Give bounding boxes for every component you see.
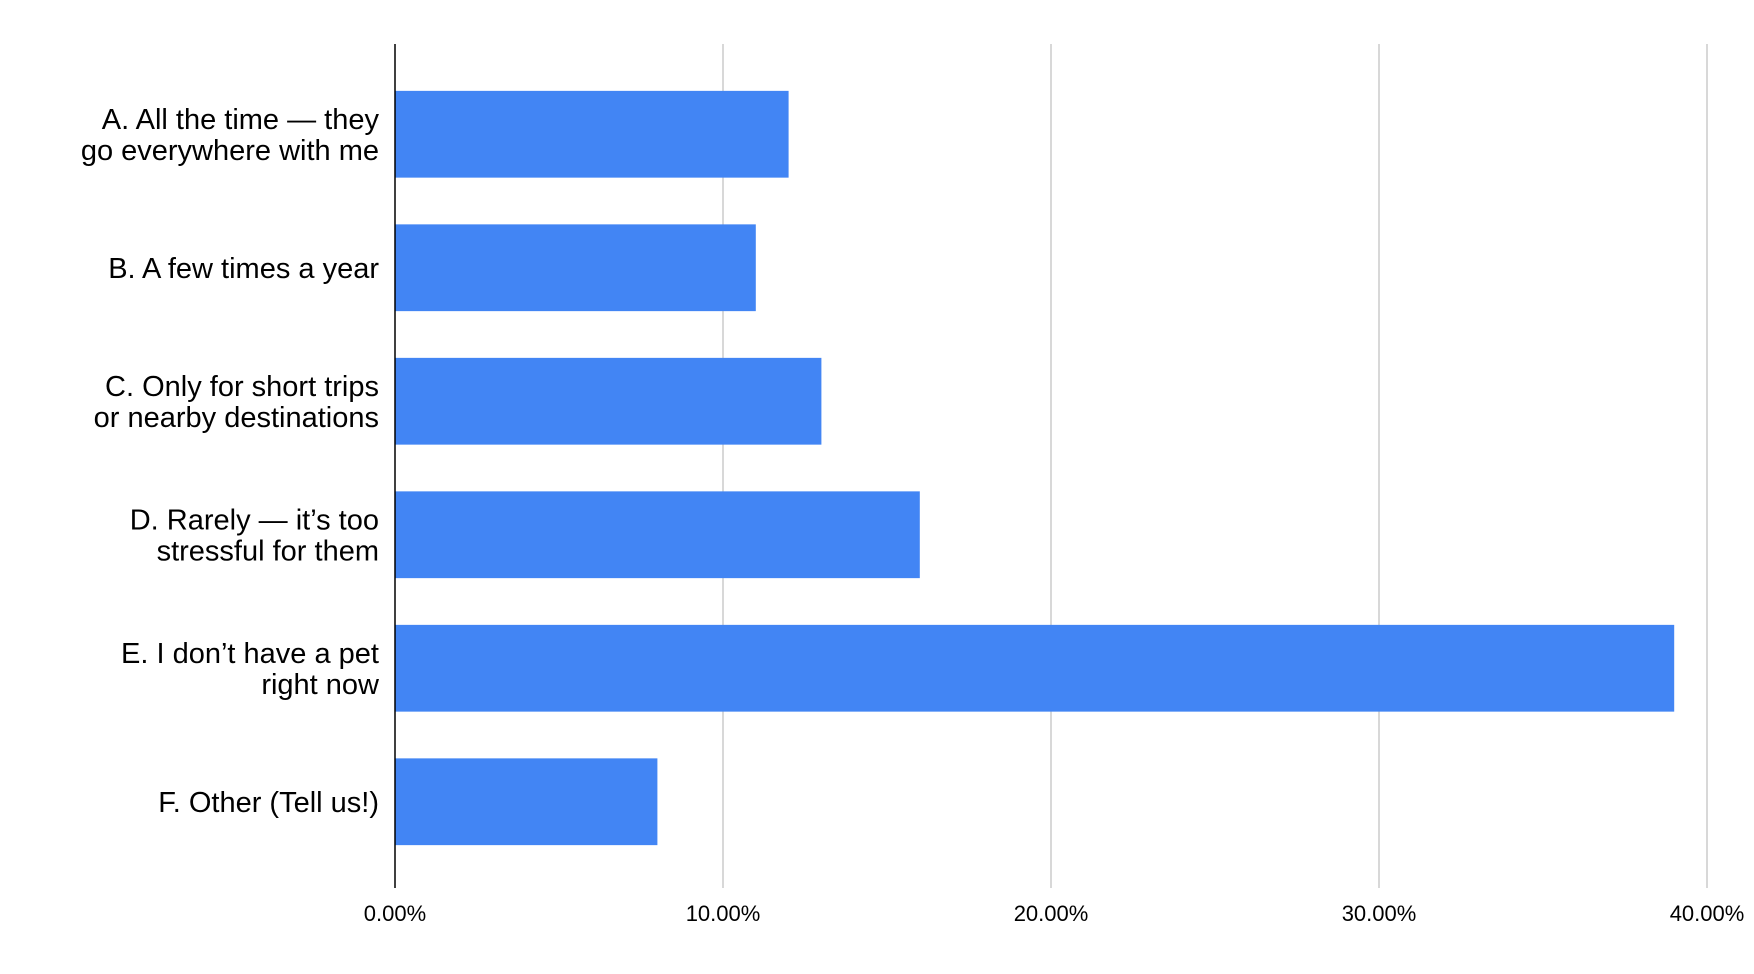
- bar: [395, 357, 822, 445]
- y-tick-label: E. I don’t have a pet right now: [121, 638, 380, 701]
- x-tick-label: 20.00%: [1014, 901, 1089, 926]
- y-tick-label: C. Only for short trips or nearby destina…: [94, 371, 379, 434]
- x-tick-label: 30.00%: [1342, 901, 1417, 926]
- y-tick-label: A. All the time — they go everywhere with…: [81, 104, 380, 167]
- bar: [395, 624, 1675, 712]
- x-tick-label: 40.00%: [1670, 901, 1745, 926]
- y-tick-label: F. Other (Tell us!): [158, 787, 379, 819]
- bar: [395, 224, 756, 312]
- x-tick-label: 0.00%: [364, 901, 426, 926]
- bar: [395, 491, 920, 579]
- bar: [395, 758, 658, 846]
- y-tick-label: B. A few times a year: [108, 253, 379, 285]
- x-tick-label: 10.00%: [686, 901, 761, 926]
- y-tick-label: D. Rarely — it’s too stressful for them: [130, 504, 379, 567]
- bar: [395, 90, 789, 178]
